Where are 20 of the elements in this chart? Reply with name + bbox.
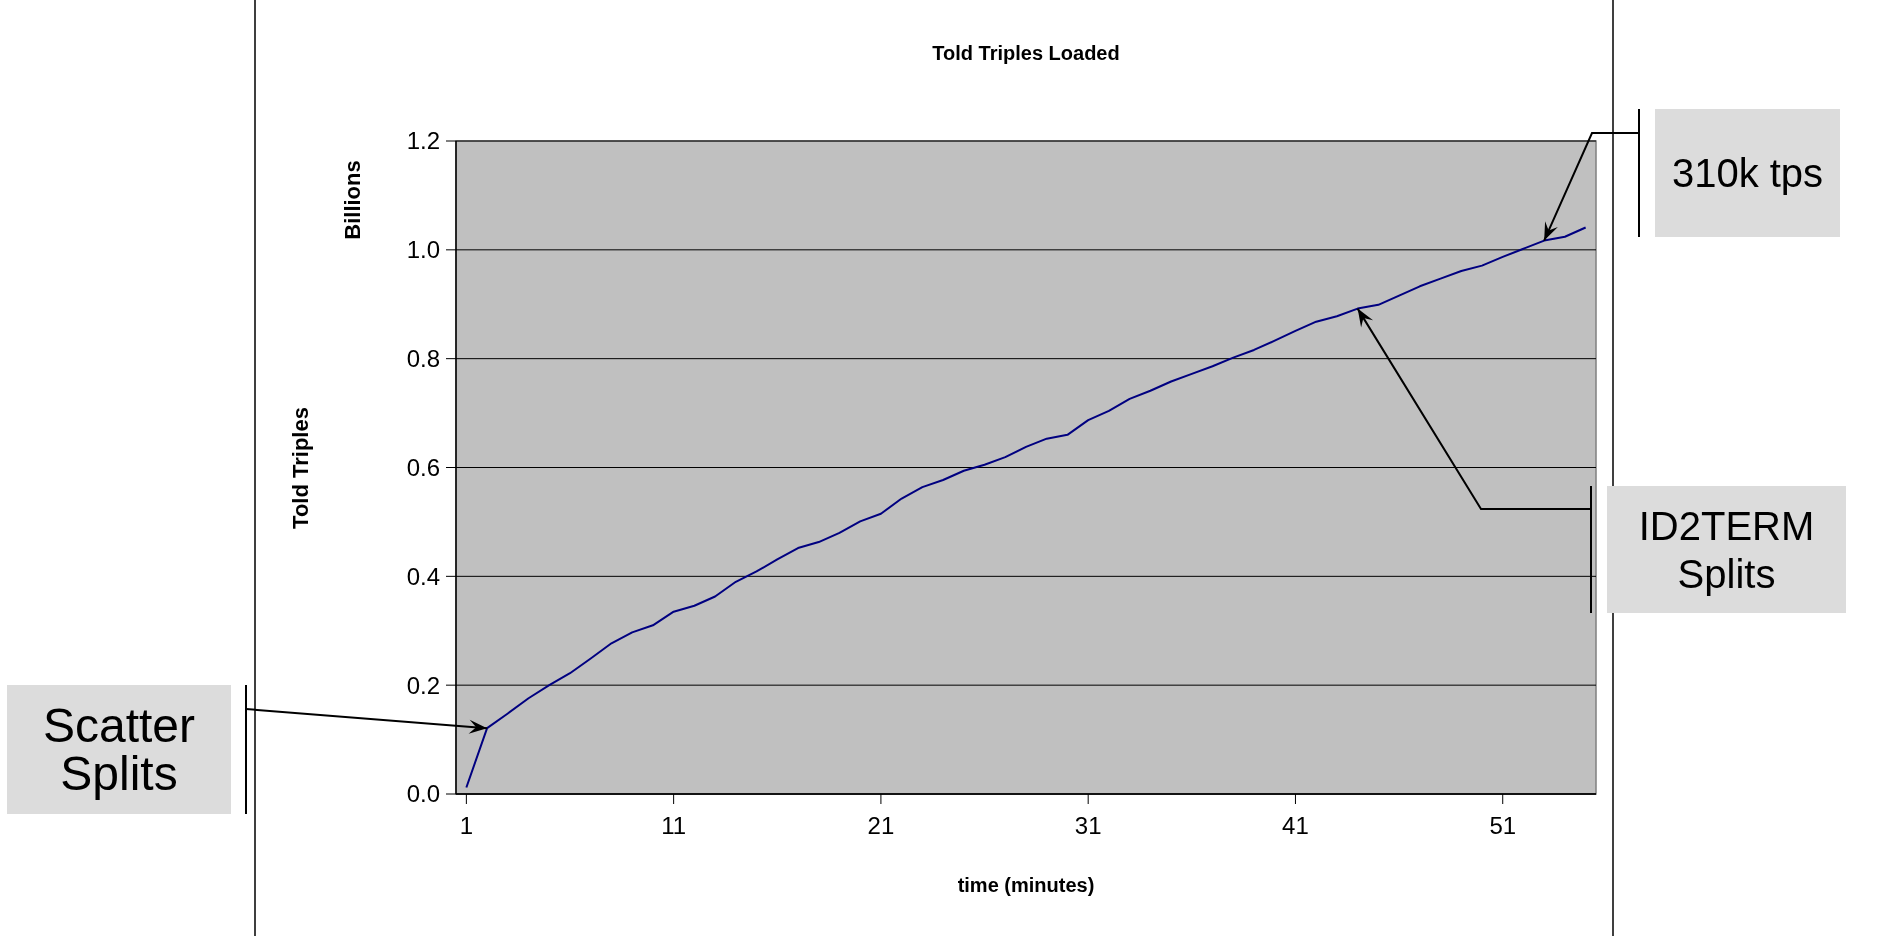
annotation: ID2TERM Splits — [1638, 503, 1815, 596]
y-tick-label: 1.2 — [406, 127, 440, 155]
y-tick-label: 0.2 — [406, 671, 440, 699]
y-tick-label: 0.4 — [406, 562, 440, 590]
x-tick-label: 21 — [867, 812, 895, 839]
x-tick-label: 41 — [1282, 812, 1309, 839]
y-tick-label: 0.0 — [406, 780, 440, 808]
x-tick-label: 31 — [1074, 812, 1102, 839]
x-tick-label: 11 — [661, 812, 687, 839]
annotation: 310k tps — [1671, 151, 1824, 195]
y-axis-title: Told Triples — [288, 407, 313, 529]
annotation: Scatter Splits — [42, 699, 196, 801]
chart-title: Told Triples Loaded — [932, 42, 1120, 64]
x-axis-title: time (minutes) — [957, 874, 1095, 896]
y-tick-label: 1.0 — [406, 236, 440, 264]
y-tick-label: 0.6 — [406, 453, 440, 481]
text: Billions — [340, 160, 365, 240]
x-tick-label: 1 — [459, 812, 474, 839]
x-tick-label: 51 — [1489, 812, 1517, 839]
y-tick-label: 0.8 — [406, 345, 440, 373]
